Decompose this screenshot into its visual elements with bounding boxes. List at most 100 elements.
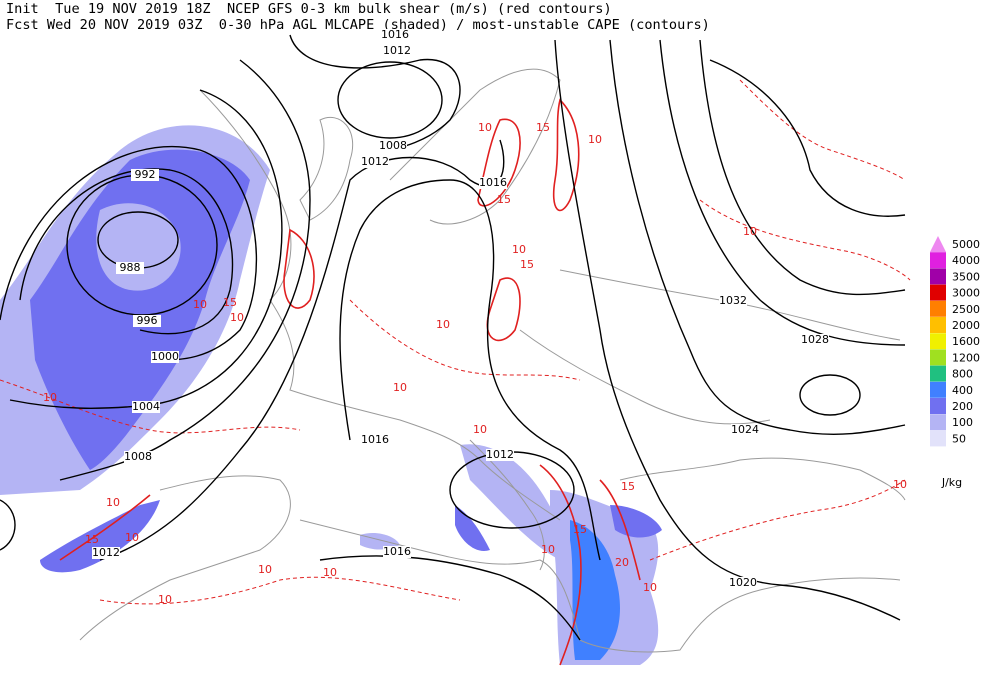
shear-label: 10 xyxy=(893,478,907,491)
shear-label: 15 xyxy=(223,296,237,309)
label-bg xyxy=(151,351,179,363)
label-bg xyxy=(131,169,159,181)
isobar-label: 1016 xyxy=(381,28,409,41)
label-bg xyxy=(381,29,409,41)
isobar xyxy=(554,39,901,621)
isobar-labels: 1016 1012 1008 1012 1016 992 988 996 1000 1004 100… xyxy=(92,28,829,589)
cape-area xyxy=(460,444,564,560)
isobar xyxy=(699,39,906,296)
shear-contour xyxy=(649,479,906,561)
legend-swatch xyxy=(930,398,946,414)
shear-contour xyxy=(349,299,581,381)
shear-contour xyxy=(599,479,641,581)
cape-area xyxy=(30,149,250,470)
label-bg xyxy=(92,547,120,559)
legend-label: 800 xyxy=(952,368,973,381)
shear-label: 15 xyxy=(621,480,635,493)
isobar xyxy=(289,34,461,151)
legend-label: 3000 xyxy=(952,287,980,300)
shear-label: 10 xyxy=(436,318,450,331)
shear-contours xyxy=(0,79,911,666)
isobar-label: 1024 xyxy=(731,423,759,436)
shear-label: 10 xyxy=(230,311,244,324)
isobar-label: 1008 xyxy=(124,450,152,463)
shear-contour xyxy=(539,464,582,666)
shear-contour xyxy=(283,228,315,309)
shear-label: 15 xyxy=(536,121,550,134)
shear-label: 10 xyxy=(193,298,207,311)
isobar xyxy=(339,179,601,561)
isobar-label: 1012 xyxy=(383,44,411,57)
isobar-label: 988 xyxy=(120,261,141,274)
isobar xyxy=(609,39,906,435)
legend-swatch xyxy=(930,317,946,333)
legend-label: 50 xyxy=(952,432,966,445)
legend-swatch xyxy=(930,236,946,252)
shear-label: 15 xyxy=(520,258,534,271)
isobar-label: 1012 xyxy=(361,155,389,168)
legend-label: 5000 xyxy=(952,238,980,251)
shear-label: 10 xyxy=(125,531,139,544)
legend-swatch xyxy=(930,365,946,382)
coastline xyxy=(79,475,291,641)
isobar-label: 992 xyxy=(135,168,156,181)
isobar-label: 996 xyxy=(137,314,158,327)
label-bg xyxy=(729,577,757,589)
shear-label: 10 xyxy=(393,381,407,394)
cape-area xyxy=(570,520,620,660)
shear-label: 10 xyxy=(158,593,172,606)
shear-contour xyxy=(739,79,906,181)
label-bg xyxy=(801,334,829,346)
label-bg xyxy=(479,177,507,189)
header-line: Init Tue 19 NOV 2019 18Z NCEP GFS 0-3 km… xyxy=(6,1,612,17)
isobar xyxy=(659,39,906,346)
label-bg xyxy=(731,424,759,436)
shear-label: 10 xyxy=(541,543,555,556)
cape-area xyxy=(40,500,160,573)
isobar-label: 1000 xyxy=(151,350,179,363)
legend-label: 1200 xyxy=(952,351,980,364)
shear-contour xyxy=(699,199,911,281)
legend-label: 1600 xyxy=(952,335,980,348)
legend-label: 100 xyxy=(952,416,973,429)
legend-swatch xyxy=(930,381,946,398)
isobar-label: 1012 xyxy=(486,448,514,461)
isobar-label: 1032 xyxy=(719,294,747,307)
label-bg xyxy=(133,315,161,327)
legend-label: 2000 xyxy=(952,319,980,332)
shear-label: 20 xyxy=(615,556,629,569)
legend-unit: J/kg xyxy=(941,476,962,489)
isobar xyxy=(9,89,283,409)
isobar xyxy=(799,374,861,416)
label-bg xyxy=(361,156,389,168)
shear-contour xyxy=(0,379,301,434)
legend-swatch xyxy=(930,349,946,366)
legend-swatch xyxy=(930,300,946,317)
isobar-label: 1016 xyxy=(383,545,411,558)
label-bg xyxy=(132,401,160,413)
isobar xyxy=(337,61,443,139)
shear-contour xyxy=(477,118,521,207)
cape-area xyxy=(455,505,490,551)
isobar xyxy=(319,555,581,641)
isobar xyxy=(19,168,234,335)
shear-contour xyxy=(59,494,151,561)
isobar-label: 1016 xyxy=(479,176,507,189)
isobar xyxy=(0,145,258,361)
coastline xyxy=(619,457,906,501)
coastline xyxy=(519,329,771,425)
isobar xyxy=(0,499,16,551)
shear-label: 10 xyxy=(43,391,57,404)
shear-label: 10 xyxy=(478,121,492,134)
shear-label: 10 xyxy=(106,496,120,509)
label-bg xyxy=(361,434,389,446)
legend-label: 400 xyxy=(952,384,973,397)
shear-label: 10 xyxy=(643,581,657,594)
coastline xyxy=(389,68,561,225)
isobar xyxy=(99,139,505,561)
coastline xyxy=(299,116,354,221)
label-bg xyxy=(719,295,747,307)
isobar-label: 1028 xyxy=(801,333,829,346)
